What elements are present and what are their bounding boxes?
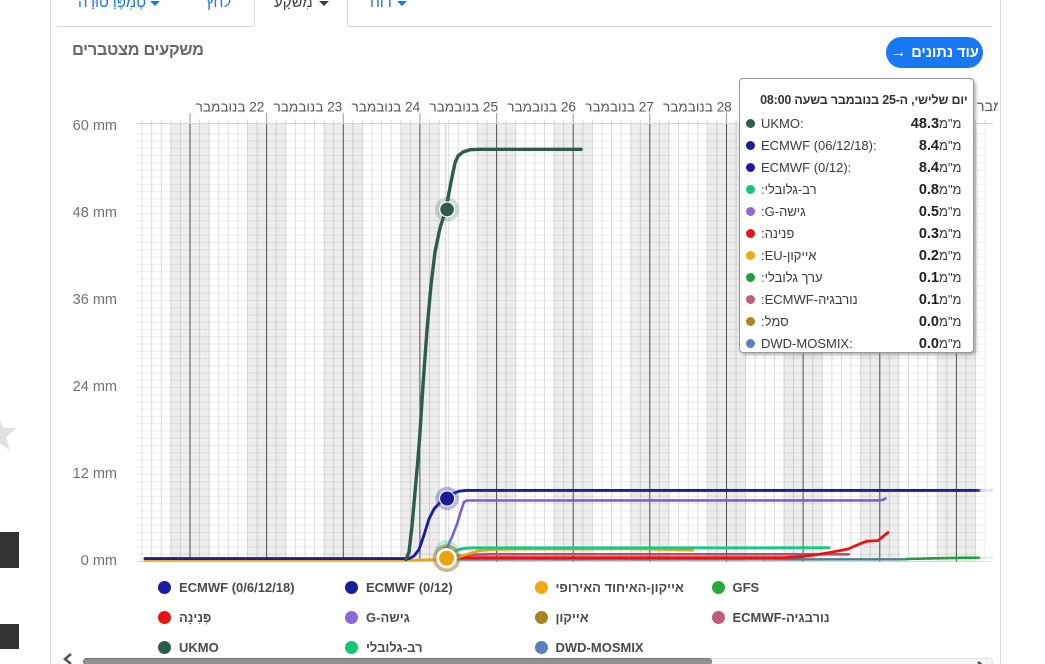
svg-text:28 בנובמבר: 28 בנובמבר xyxy=(663,100,732,115)
svg-text:36 mm: 36 mm xyxy=(73,292,117,308)
svg-text:0 mm: 0 mm xyxy=(81,553,117,569)
svg-text:12 mm: 12 mm xyxy=(73,466,117,482)
svg-text:25 בנובמבר: 25 בנובמבר xyxy=(429,100,498,115)
svg-text:2 בדצמבר: 2 בדצמבר xyxy=(977,99,1039,115)
svg-text:26 בנובמבר: 26 בנובמבר xyxy=(507,100,576,115)
svg-text:23 בנובמבר: 23 בנובמבר xyxy=(274,100,343,115)
svg-text:60 mm: 60 mm xyxy=(73,118,117,134)
svg-text:22 בנובמבר: 22 בנובמבר xyxy=(196,100,265,115)
svg-text:24 mm: 24 mm xyxy=(73,379,117,395)
svg-text:48 mm: 48 mm xyxy=(73,205,117,221)
svg-text:24 בנובמבר: 24 בנובמבר xyxy=(351,100,420,115)
svg-text:27 בנובמבר: 27 בנובמבר xyxy=(585,100,654,115)
